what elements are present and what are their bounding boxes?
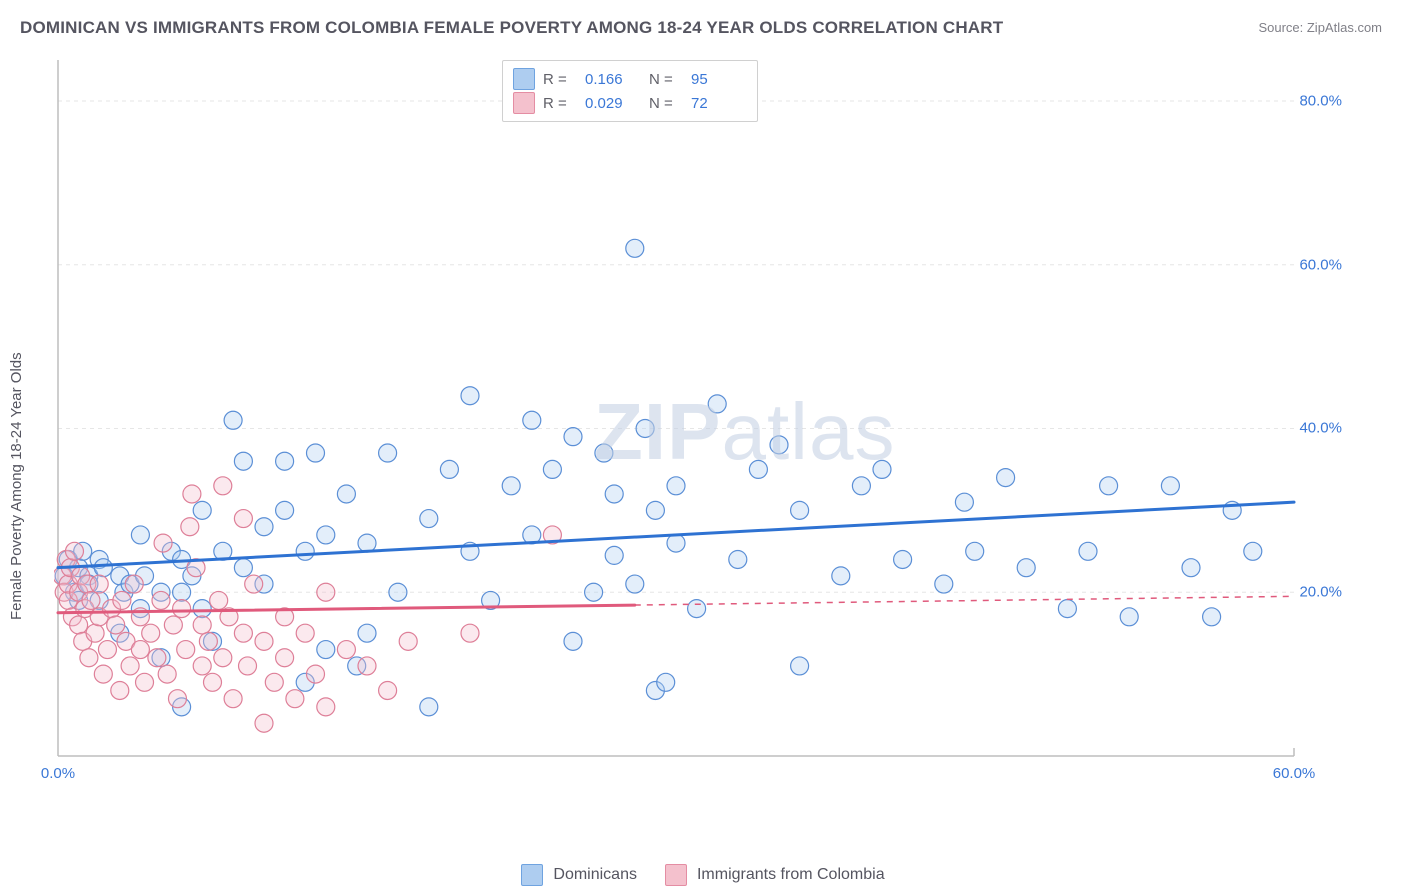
n-value: 72: [691, 95, 747, 112]
legend-label: Immigrants from Colombia: [697, 866, 885, 884]
x-tick-label: 60.0%: [1273, 765, 1316, 782]
legend-swatch-icon: [521, 864, 543, 886]
legend-swatch-icon: [513, 92, 535, 114]
n-label: N =: [649, 95, 683, 112]
legend-swatch-icon: [513, 68, 535, 90]
x-tick-label: 0.0%: [41, 765, 75, 782]
y-tick-label: 80.0%: [1299, 92, 1342, 109]
r-label: R =: [543, 71, 577, 88]
y-tick-label: 60.0%: [1299, 256, 1342, 273]
r-label: R =: [543, 95, 577, 112]
legend-row: R = 0.029 N = 72: [513, 91, 747, 115]
y-tick-label: 40.0%: [1299, 420, 1342, 437]
source-attribution: Source: ZipAtlas.com: [1258, 20, 1382, 35]
series-legend: Dominicans Immigrants from Colombia: [0, 864, 1406, 886]
legend-row: R = 0.166 N = 95: [513, 67, 747, 91]
legend-item: Dominicans: [521, 864, 637, 886]
legend-swatch-icon: [665, 864, 687, 886]
legend-label: Dominicans: [553, 866, 637, 884]
chart-title: DOMINICAN VS IMMIGRANTS FROM COLOMBIA FE…: [20, 18, 1003, 38]
r-value: 0.166: [585, 71, 641, 88]
chart-area: ZIPatlas R = 0.166 N = 95 R = 0.029 N = …: [54, 56, 1354, 816]
r-value: 0.029: [585, 95, 641, 112]
n-value: 95: [691, 71, 747, 88]
n-label: N =: [649, 71, 683, 88]
y-axis-label: Female Poverty Among 18-24 Year Olds: [8, 352, 25, 620]
correlation-legend: R = 0.166 N = 95 R = 0.029 N = 72: [502, 60, 758, 122]
y-tick-label: 20.0%: [1299, 584, 1342, 601]
legend-item: Immigrants from Colombia: [665, 864, 885, 886]
scatter-plot-svg: [54, 56, 1354, 816]
